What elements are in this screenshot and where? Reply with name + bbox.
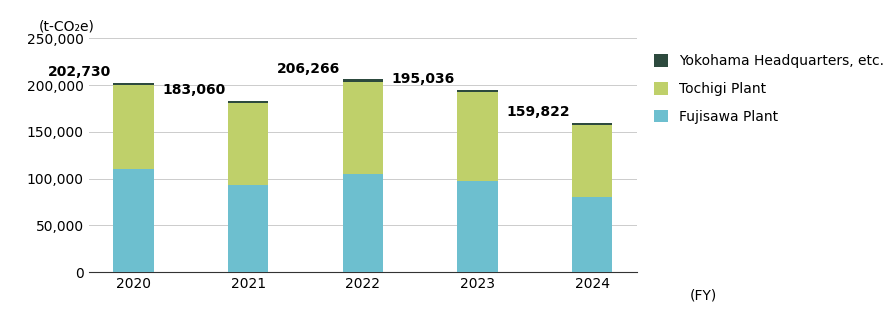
- Bar: [458, 181, 497, 272]
- Bar: [228, 185, 268, 272]
- Bar: [342, 79, 383, 82]
- Text: 183,060: 183,060: [163, 83, 226, 97]
- Bar: [572, 197, 612, 272]
- Bar: [113, 85, 154, 169]
- Bar: [113, 83, 154, 85]
- Bar: [342, 174, 383, 272]
- Bar: [458, 92, 497, 181]
- Text: 195,036: 195,036: [392, 72, 455, 86]
- Bar: [228, 103, 268, 185]
- Bar: [342, 82, 383, 174]
- Text: 202,730: 202,730: [48, 65, 112, 79]
- Bar: [228, 101, 268, 103]
- Text: (FY): (FY): [689, 289, 717, 303]
- Bar: [572, 124, 612, 197]
- Legend: Yokohama Headquarters, etc., Tochigi Plant, Fujisawa Plant: Yokohama Headquarters, etc., Tochigi Pla…: [650, 50, 885, 128]
- Text: 159,822: 159,822: [506, 105, 570, 119]
- Bar: [458, 90, 497, 92]
- Text: (t-CO₂e): (t-CO₂e): [39, 20, 95, 34]
- Bar: [572, 123, 612, 124]
- Bar: [113, 169, 154, 272]
- Text: 206,266: 206,266: [277, 61, 341, 76]
